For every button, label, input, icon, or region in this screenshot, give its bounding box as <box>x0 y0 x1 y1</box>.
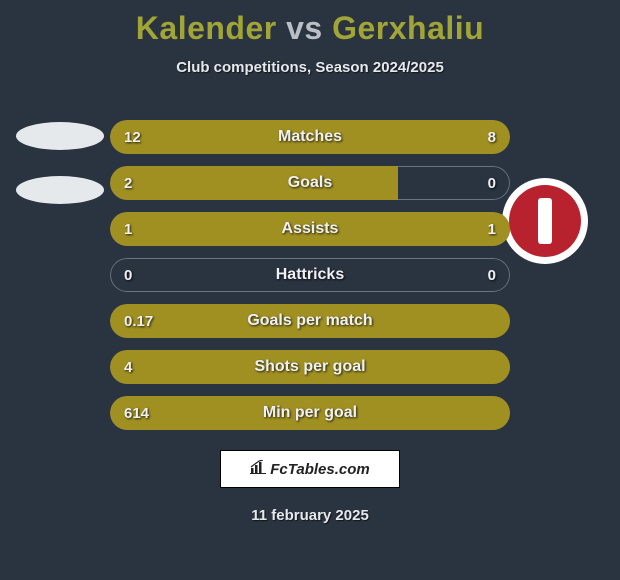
stat-label: Shots per goal <box>110 350 510 384</box>
player2-name: Gerxhaliu <box>332 10 484 46</box>
stat-label: Goals <box>110 166 510 200</box>
date-label: 11 february 2025 <box>0 507 620 524</box>
stat-row: 0.17Goals per match <box>110 304 510 338</box>
stat-row: 11Assists <box>110 212 510 246</box>
stat-row: 128Matches <box>110 120 510 154</box>
stat-label: Min per goal <box>110 396 510 430</box>
stat-label: Assists <box>110 212 510 246</box>
club-logo-inner <box>509 185 581 257</box>
title-vs: vs <box>286 10 323 46</box>
stat-label: Goals per match <box>110 304 510 338</box>
player1-club-badge-1 <box>16 122 104 150</box>
comparison-bars: 128Matches 20Goals 11Assists 00Hattricks 0.1… <box>110 120 510 442</box>
stat-label: Matches <box>110 120 510 154</box>
comparison-title: Kalender vs Gerxhaliu <box>0 0 620 47</box>
stat-row: 614Min per goal <box>110 396 510 430</box>
player1-club-badge-2 <box>16 176 104 204</box>
chart-icon <box>250 460 266 478</box>
stat-row: 20Goals <box>110 166 510 200</box>
subtitle: Club competitions, Season 2024/2025 <box>0 59 620 76</box>
stat-row: 4Shots per goal <box>110 350 510 384</box>
watermark-text: FcTables.com <box>270 461 369 478</box>
club-logo-column-icon <box>538 198 552 244</box>
stat-row: 00Hattricks <box>110 258 510 292</box>
stat-label: Hattricks <box>110 258 510 292</box>
watermark: FcTables.com <box>220 450 400 488</box>
player1-name: Kalender <box>136 10 277 46</box>
player2-club-logo <box>502 178 588 264</box>
